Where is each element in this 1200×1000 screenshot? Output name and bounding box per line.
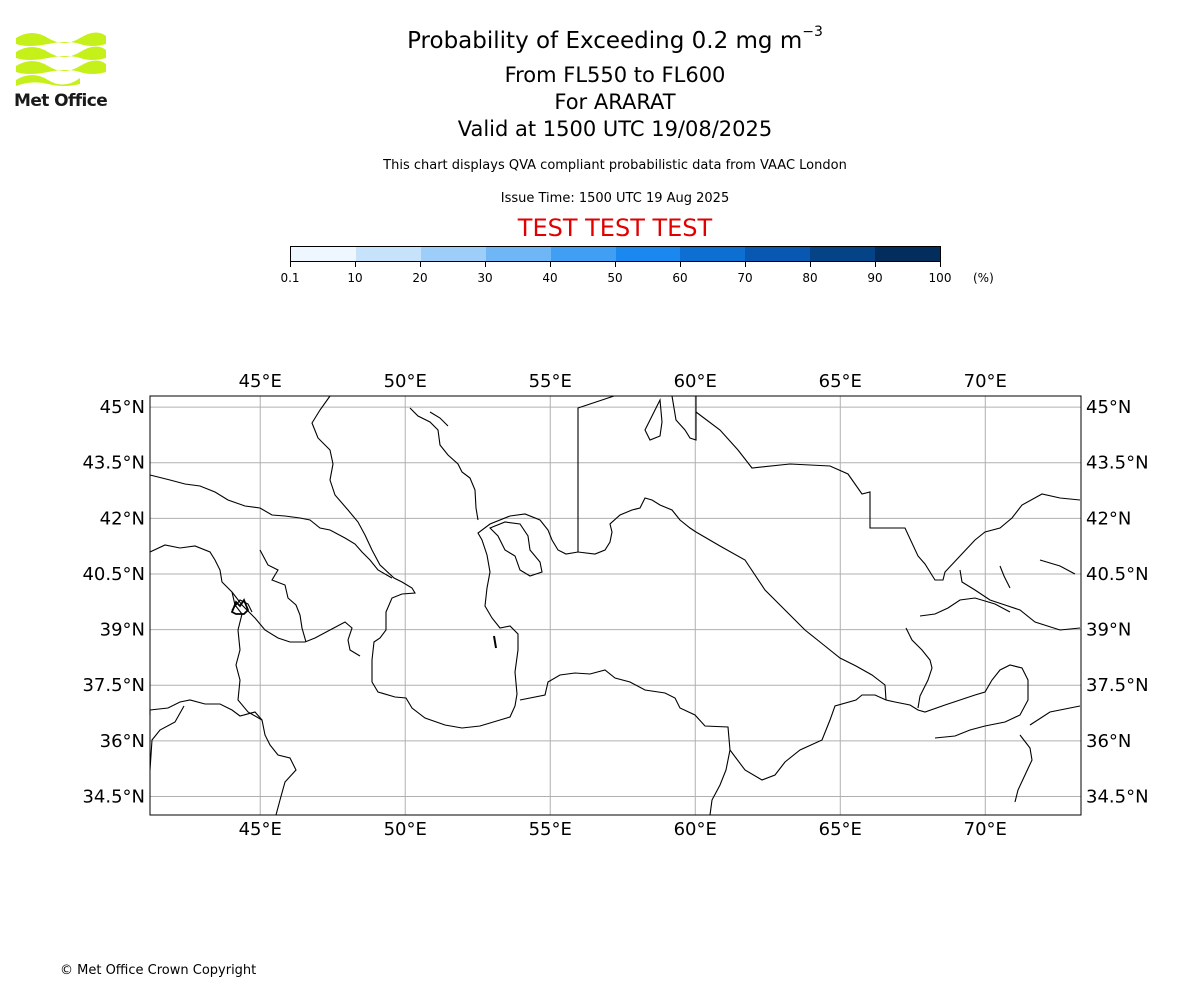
- latitude-label-left: 36°N: [100, 731, 145, 752]
- colorbar-tick-label: 90: [867, 271, 883, 285]
- probability-colorbar: [290, 246, 941, 262]
- colorbar-tick-label: 0.1: [280, 271, 300, 285]
- colorbar-tick: [875, 262, 876, 267]
- latitude-label-right: 40.5°N: [1086, 564, 1149, 585]
- colorbar-segment: [810, 247, 876, 261]
- latitude-label-left: 34.5°N: [82, 786, 145, 807]
- colorbar-tick-label: 80: [802, 271, 818, 285]
- colorbar-segment: [420, 247, 486, 261]
- longitude-label-top: 55°E: [529, 371, 572, 392]
- colorbar-tick-label: 60: [672, 271, 688, 285]
- colorbar-segment: [875, 247, 941, 261]
- latitude-label-left: 40.5°N: [82, 564, 145, 585]
- latitude-label-left: 43.5°N: [82, 453, 145, 474]
- volcano-name: For ARARAT: [554, 90, 676, 114]
- logo-text: Met Office: [14, 91, 108, 111]
- colorbar-segment: [680, 247, 746, 261]
- volcano-marker-ararat: [230, 598, 250, 615]
- longitude-label-top: 70°E: [964, 371, 1007, 392]
- latitude-labels: 45°N 45°N 43.5°N 43.5°N 42°N 42°N 40.5°N 40.5°N…: [82, 397, 1148, 807]
- colorbar-tick-label: 100: [928, 271, 952, 285]
- colorbar-tick-label: 10: [347, 271, 363, 285]
- colorbar-segment: [355, 247, 421, 261]
- map-frame: [149, 395, 1082, 816]
- colorbar-segment: [291, 247, 356, 261]
- title-main-text: Probability of Exceeding 0.2 mg m: [407, 28, 803, 54]
- colorbar-unit: (%): [973, 271, 994, 285]
- colorbar-tick-label: 40: [542, 271, 558, 285]
- met-office-waves-icon: [16, 32, 106, 86]
- colorbar-tick: [745, 262, 746, 267]
- colorbar-tick-label: 50: [607, 271, 623, 285]
- colorbar-tick-label: 70: [737, 271, 753, 285]
- colorbar-segment: [550, 247, 616, 261]
- valid-time: Valid at 1500 UTC 19/08/2025: [457, 117, 773, 141]
- colorbar-tick: [810, 262, 811, 267]
- latitude-label-right: 43.5°N: [1086, 453, 1149, 474]
- colorbar-tick-label: 20: [412, 271, 428, 285]
- colorbar-tick-label: 30: [477, 271, 493, 285]
- colorbar-tick: [420, 262, 421, 267]
- latitude-label-left: 39°N: [100, 620, 145, 641]
- title-unit-exponent: −3: [802, 24, 823, 40]
- colorbar-tick: [940, 262, 941, 267]
- copyright-text: © Met Office Crown Copyright: [60, 963, 257, 978]
- longitude-label-bottom: 70°E: [964, 819, 1007, 840]
- latitude-label-left: 37.5°N: [82, 675, 145, 696]
- met-office-logo: Met Office: [14, 30, 108, 112]
- colorbar-tick: [550, 262, 551, 267]
- longitude-label-top: 45°E: [239, 371, 282, 392]
- longitude-label-bottom: 65°E: [819, 819, 862, 840]
- colorbar-segment: [745, 247, 811, 261]
- colorbar-tick: [290, 262, 291, 267]
- colorbar-tick: [355, 262, 356, 267]
- longitude-label-top: 65°E: [819, 371, 862, 392]
- latitude-label-right: 42°N: [1086, 508, 1131, 529]
- longitude-label-top: 60°E: [674, 371, 717, 392]
- latitude-label-right: 36°N: [1086, 731, 1131, 752]
- latitude-label-left: 42°N: [100, 508, 145, 529]
- colorbar-tick: [680, 262, 681, 267]
- latitude-label-right: 37.5°N: [1086, 675, 1149, 696]
- disclaimer-text: This chart displays QVA compliant probab…: [383, 158, 847, 173]
- test-banner: TEST TEST TEST: [517, 214, 713, 242]
- longitude-label-bottom: 45°E: [239, 819, 282, 840]
- coastlines: [149, 395, 1081, 816]
- colorbar-tick: [485, 262, 486, 267]
- latitude-label-right: 39°N: [1086, 620, 1131, 641]
- colorbar-segment: [485, 247, 551, 261]
- issue-time: Issue Time: 1500 UTC 19 Aug 2025: [500, 191, 730, 206]
- latitude-label-right: 45°N: [1086, 397, 1131, 418]
- latitude-label-left: 45°N: [100, 397, 145, 418]
- longitude-label-bottom: 55°E: [529, 819, 572, 840]
- colorbar-segment: [615, 247, 681, 261]
- colorbar-tick: [615, 262, 616, 267]
- map-panel: 45°E 45°E 50°E 50°E 55°E 55°E 60°E 60°E 65°E 65°E…: [0, 360, 1200, 840]
- longitude-label-bottom: 50°E: [384, 819, 427, 840]
- longitude-labels: 45°E 45°E 50°E 50°E 55°E 55°E 60°E 60°E 65°E 65°E…: [239, 371, 1007, 840]
- graticule: [150, 396, 1081, 815]
- longitude-label-bottom: 60°E: [674, 819, 717, 840]
- latitude-label-right: 34.5°N: [1086, 786, 1149, 807]
- flight-level-range: From FL550 to FL600: [504, 63, 726, 87]
- chart-title: Probability of Exceeding 0.2 mg m−3: [0, 24, 1200, 54]
- longitude-label-top: 50°E: [384, 371, 427, 392]
